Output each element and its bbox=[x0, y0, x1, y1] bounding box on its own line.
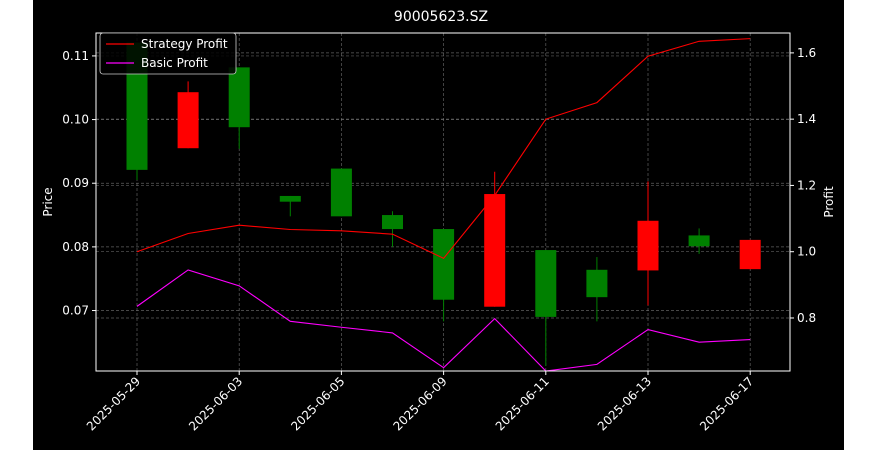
y-tick-label-right: 1.6 bbox=[797, 46, 816, 60]
strategy-profit-line bbox=[136, 38, 751, 260]
x-tick-label: 2025-06-05 bbox=[288, 374, 347, 433]
candle-body bbox=[330, 168, 352, 217]
y-tick-label-left: 0.11 bbox=[62, 49, 89, 63]
y-tick-label-right: 1.4 bbox=[797, 112, 816, 126]
y-tick-label-left: 0.07 bbox=[62, 304, 89, 318]
x-tick-label: 2025-05-29 bbox=[84, 374, 143, 433]
candlestick-chart: 90005623.SZ 2025-05-29 2025-06-03 2025-06-… bbox=[41, 9, 836, 433]
x-tick-label: 2025-06-13 bbox=[595, 374, 654, 433]
y-tick-label-right: 1.2 bbox=[797, 178, 816, 192]
legend: Strategy Profit Basic Profit bbox=[99, 32, 237, 75]
candle-body bbox=[586, 269, 608, 298]
candle-body bbox=[433, 229, 455, 300]
candle-body bbox=[279, 195, 301, 202]
x-tick-label: 2025-06-03 bbox=[186, 374, 245, 433]
candle-body bbox=[739, 239, 761, 270]
legend-box bbox=[99, 32, 237, 75]
x-tick-label: 2025-06-17 bbox=[697, 374, 756, 433]
legend-label-strategy: Strategy Profit bbox=[141, 37, 228, 51]
y-tick-label-left: 0.09 bbox=[62, 176, 89, 190]
y-tick-label-left: 0.08 bbox=[62, 240, 89, 254]
y-tick-label-left: 0.10 bbox=[62, 113, 89, 127]
y-tick-label-right: 1.0 bbox=[797, 245, 816, 259]
chart-figure: 90005623.SZ 2025-05-29 2025-06-03 2025-06-… bbox=[33, 0, 844, 450]
candle-body bbox=[382, 215, 403, 230]
candle-body bbox=[484, 194, 506, 307]
candle-body bbox=[228, 67, 250, 128]
y-axis-label-right: Profit bbox=[822, 186, 836, 218]
candle-body bbox=[688, 235, 710, 247]
y-tick-label-right: 0.8 bbox=[797, 311, 816, 325]
basic-profit-line bbox=[136, 269, 751, 372]
candle-body bbox=[637, 220, 659, 271]
legend-label-basic: Basic Profit bbox=[141, 56, 208, 70]
x-tick-label: 2025-06-09 bbox=[391, 374, 450, 433]
chart-title: 90005623.SZ bbox=[394, 9, 488, 25]
candle-body bbox=[535, 250, 557, 317]
plot-frame bbox=[95, 32, 791, 372]
y-axis-label-left: Price bbox=[41, 187, 55, 216]
candle-body bbox=[177, 92, 199, 149]
gridlines bbox=[96, 33, 790, 371]
x-tick-label: 2025-06-11 bbox=[493, 374, 552, 433]
profit-lines bbox=[136, 38, 751, 372]
